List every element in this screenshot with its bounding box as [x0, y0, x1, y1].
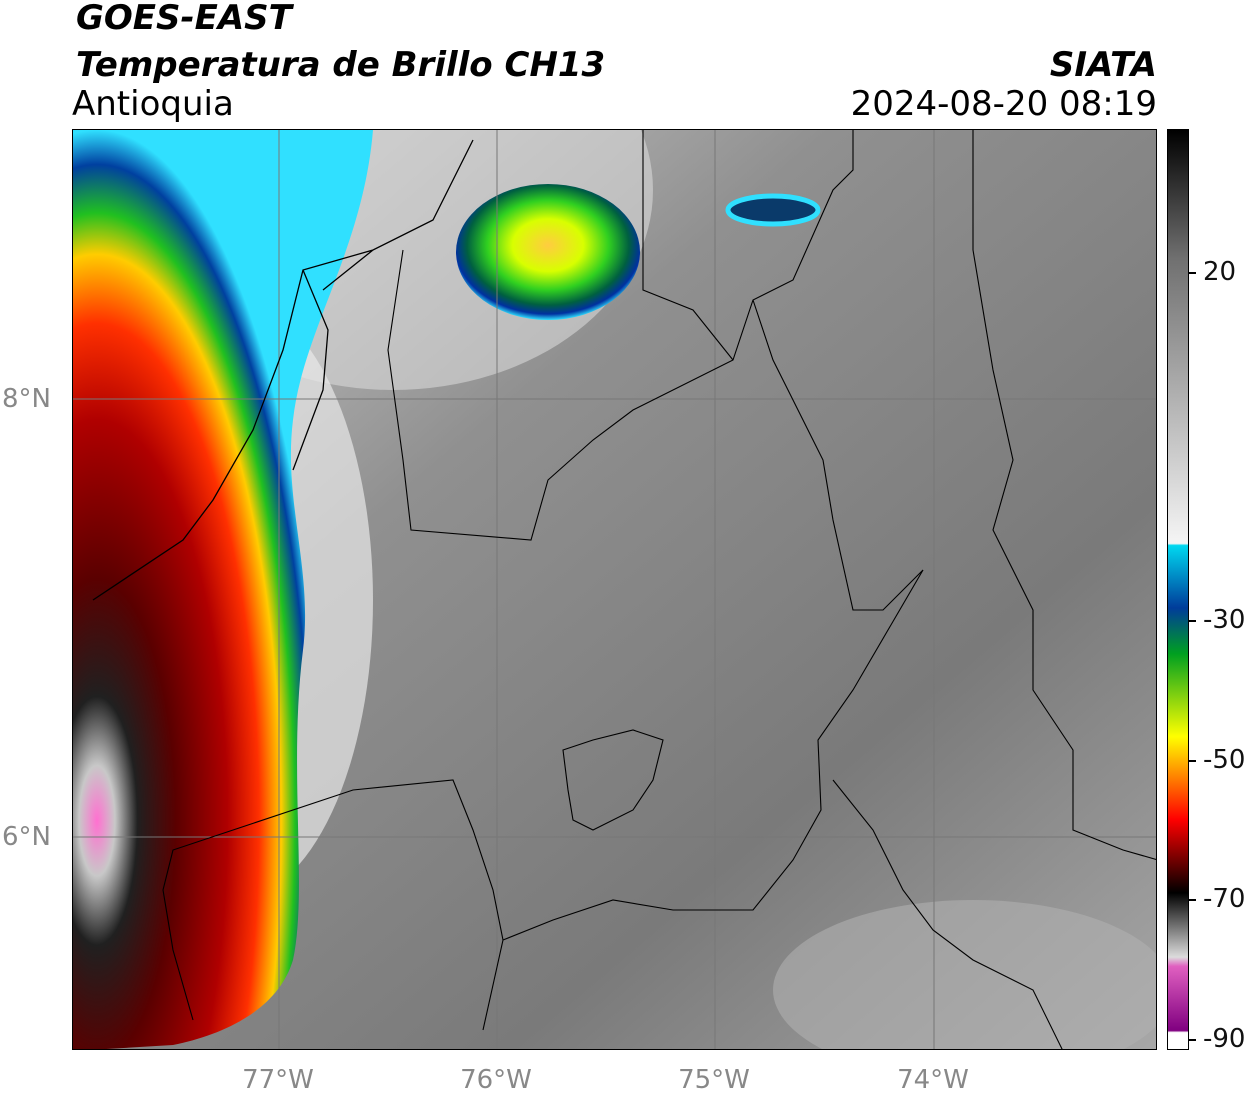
border-metro-valley [562, 729, 664, 831]
lon-label-76w: 76°W [460, 1065, 532, 1095]
coastline-north [92, 139, 474, 601]
lon-label-77w: 77°W [242, 1065, 314, 1095]
satellite-title: GOES-EAST [76, 0, 292, 38]
brightness-temperature-map[interactable] [72, 129, 1157, 1050]
region-title: Antioquia [72, 84, 234, 124]
colorbar-tick-minus70 [1189, 899, 1196, 901]
border-antioquia-north [387, 130, 854, 541]
colorbar-tick-minus30 [1189, 620, 1196, 622]
colorbar-label-minus70: -70 [1203, 884, 1246, 914]
border-southeast [832, 779, 1063, 1049]
colorbar-label-minus30: -30 [1203, 605, 1246, 635]
lat-label-8n: 8°N [2, 384, 51, 414]
colorbar-label-20: 20 [1203, 257, 1237, 287]
lon-label-75w: 75°W [678, 1065, 750, 1095]
border-east-1 [642, 130, 924, 611]
deep-convection-west [73, 130, 373, 1049]
lon-label-74w: 74°W [897, 1065, 969, 1095]
colorbar-tick-20 [1189, 272, 1196, 274]
organization-label: SIATA [1049, 45, 1157, 85]
map-canvas [73, 130, 1156, 1049]
convective-cell-north [456, 184, 640, 320]
small-cell-northeast [725, 193, 821, 227]
colorbar-label-minus90: -90 [1203, 1024, 1246, 1054]
colorbar-tick-minus90 [1189, 1039, 1196, 1041]
product-title: Temperatura de Brillo CH13 [76, 45, 606, 85]
border-southwest [162, 779, 504, 1021]
colorbar-tick-minus50 [1189, 760, 1196, 762]
border-south [482, 569, 924, 1031]
colorbar-label-minus50: -50 [1203, 745, 1246, 775]
datetime-label: 2024-08-20 08:19 [850, 84, 1157, 124]
border-east-2 [972, 130, 1156, 861]
colorbar [1167, 129, 1189, 1050]
southeast-field [773, 900, 1156, 1049]
lat-label-6n: 6°N [2, 822, 51, 852]
